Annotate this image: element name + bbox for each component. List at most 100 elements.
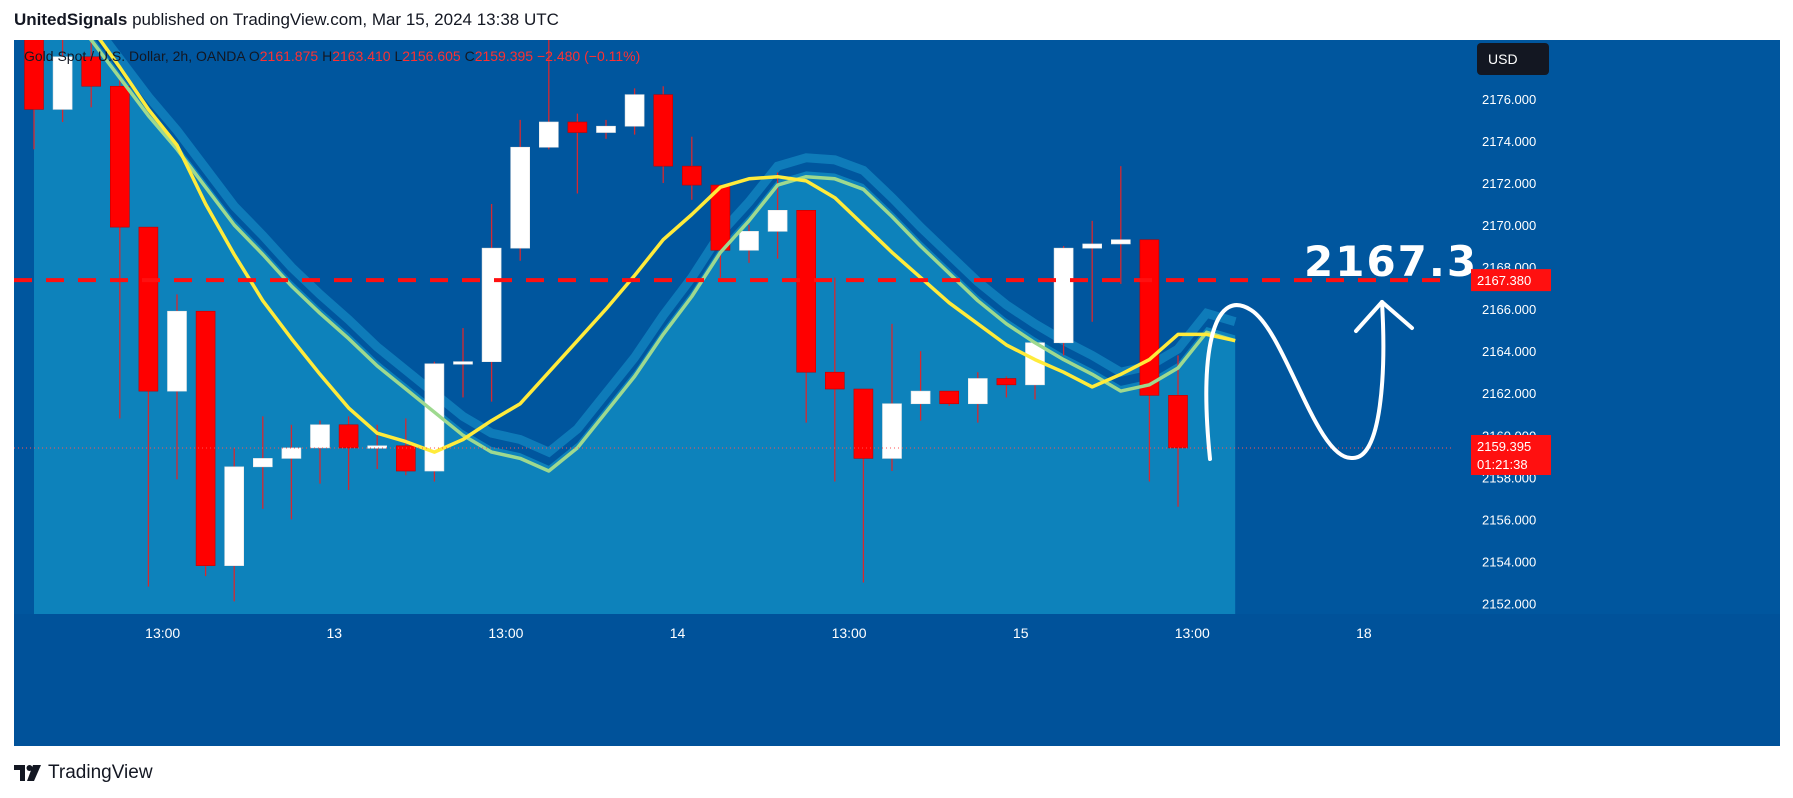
projection-drawing[interactable] <box>1204 300 1386 461</box>
candle-body <box>910 390 931 405</box>
current-price-tag-bg <box>1471 435 1551 476</box>
candle[interactable] <box>338 416 359 490</box>
current-price-tag[interactable]: 2159.395 01:21:38 <box>1471 435 1551 476</box>
candle[interactable] <box>1111 166 1131 284</box>
time-axis-label: 13:00 <box>488 625 523 641</box>
candle-body <box>853 388 874 459</box>
candle[interactable] <box>395 418 416 476</box>
candle[interactable] <box>882 323 902 472</box>
candle[interactable] <box>253 416 273 509</box>
ema-band-edge <box>99 40 1237 458</box>
candle-body <box>110 85 130 228</box>
legend-close-value: 2159.395 <box>475 48 537 64</box>
candle[interactable] <box>1053 246 1074 356</box>
time-axis-label: 13:00 <box>1175 625 1210 641</box>
candle[interactable] <box>224 447 244 602</box>
candle-body <box>767 210 788 232</box>
projection-arrowhead <box>1354 300 1414 333</box>
candle[interactable] <box>453 328 473 398</box>
legend-open-value: 2161.875 <box>260 48 322 64</box>
time-axis-label: 18 <box>1356 625 1372 641</box>
time-axis-label: 13:00 <box>145 625 180 641</box>
price-axis-tick: 2154.000 <box>1482 554 1536 569</box>
candle-body <box>52 56 73 110</box>
candle[interactable] <box>281 424 302 520</box>
footer-brand[interactable]: TradingView <box>14 762 153 784</box>
candle-body <box>167 310 187 392</box>
price-axis-tick: 2174.000 <box>1482 134 1536 149</box>
candle[interactable] <box>681 136 702 200</box>
candle[interactable] <box>739 225 759 263</box>
candle[interactable] <box>167 294 187 480</box>
price-axis-tick: 2172.000 <box>1482 176 1536 191</box>
candle[interactable] <box>24 40 44 150</box>
candle[interactable] <box>81 40 101 108</box>
candle-body <box>967 378 988 405</box>
candle[interactable] <box>596 119 616 139</box>
legend-symbol: Gold Spot / U.S. Dollar, 2h, OANDA <box>24 48 249 64</box>
candle-body <box>81 56 101 87</box>
time-axis-background <box>14 614 1780 746</box>
candle[interactable] <box>710 184 731 278</box>
target-annotation[interactable]: 2167.3 <box>1304 237 1478 286</box>
candle-body <box>281 447 302 459</box>
candle[interactable] <box>624 88 645 135</box>
candle-body <box>796 210 817 373</box>
candle[interactable] <box>910 351 931 421</box>
candle[interactable] <box>310 420 330 484</box>
candle-body <box>395 445 416 472</box>
legend-close-label: C <box>465 48 475 64</box>
candle[interactable] <box>138 226 159 587</box>
chart-area[interactable]: 2167.3 Gold Spot / U.S. Dollar, 2h, OANDA… <box>14 40 1780 746</box>
ohlc-legend: Gold Spot / U.S. Dollar, 2h, OANDA O2161… <box>24 48 640 64</box>
price-axis-tick: 2170.000 <box>1482 218 1536 233</box>
candle[interactable] <box>796 210 817 423</box>
candle-body <box>567 121 588 133</box>
time-axis-label: 14 <box>670 625 686 641</box>
time-axis-label: 13:00 <box>832 625 867 641</box>
level-price-tag[interactable]: 2167.380 <box>1471 269 1551 292</box>
candle-body <box>138 226 159 392</box>
legend-low-value: 2156.605 <box>402 48 464 64</box>
price-axis-tick: 2164.000 <box>1482 344 1536 359</box>
candle-body <box>367 445 388 449</box>
publish-info: published on TradingView.com, Mar 15, 20… <box>132 10 559 29</box>
candle[interactable] <box>653 86 674 183</box>
ema-fast-line[interactable] <box>34 40 1236 454</box>
candle-body <box>739 231 759 251</box>
currency-button[interactable]: USD <box>1477 43 1549 75</box>
level-price-tag-label: 2167.380 <box>1477 273 1531 288</box>
candle[interactable] <box>1082 220 1102 322</box>
candle[interactable] <box>52 40 73 122</box>
candlestick-chart[interactable]: 2167.3 Gold Spot / U.S. Dollar, 2h, OANDA… <box>14 40 1780 746</box>
candle[interactable] <box>110 77 130 419</box>
publish-header: UnitedSignals published on TradingView.c… <box>14 10 559 30</box>
candle-body <box>939 390 960 405</box>
candle[interactable] <box>195 310 216 577</box>
candle-body <box>1082 243 1102 249</box>
price-axis-tick: 2166.000 <box>1482 302 1536 317</box>
plot-area <box>24 40 1237 614</box>
candle[interactable] <box>424 361 445 482</box>
candle-body <box>224 466 244 566</box>
candle[interactable] <box>967 372 988 423</box>
candle[interactable] <box>567 113 588 194</box>
bar-countdown-label: 01:21:38 <box>1477 457 1528 472</box>
candle[interactable] <box>853 388 874 583</box>
candle-body <box>653 94 674 167</box>
candle[interactable] <box>996 376 1017 398</box>
ema-slow-line[interactable] <box>34 40 1236 473</box>
legend-low-label: L <box>394 48 402 64</box>
candle-body <box>996 378 1017 386</box>
candle[interactable] <box>939 390 960 406</box>
candle-body <box>624 94 645 127</box>
candle[interactable] <box>481 204 502 402</box>
candle-body <box>195 310 216 566</box>
price-axis-tick: 2156.000 <box>1482 512 1536 527</box>
current-price-tag-label: 2159.395 <box>1477 439 1531 454</box>
price-axis-tick: 2162.000 <box>1482 386 1536 401</box>
candle[interactable] <box>538 40 559 150</box>
publisher-name[interactable]: UnitedSignals <box>14 10 128 29</box>
candle-body <box>310 424 330 449</box>
candle[interactable] <box>510 119 531 261</box>
